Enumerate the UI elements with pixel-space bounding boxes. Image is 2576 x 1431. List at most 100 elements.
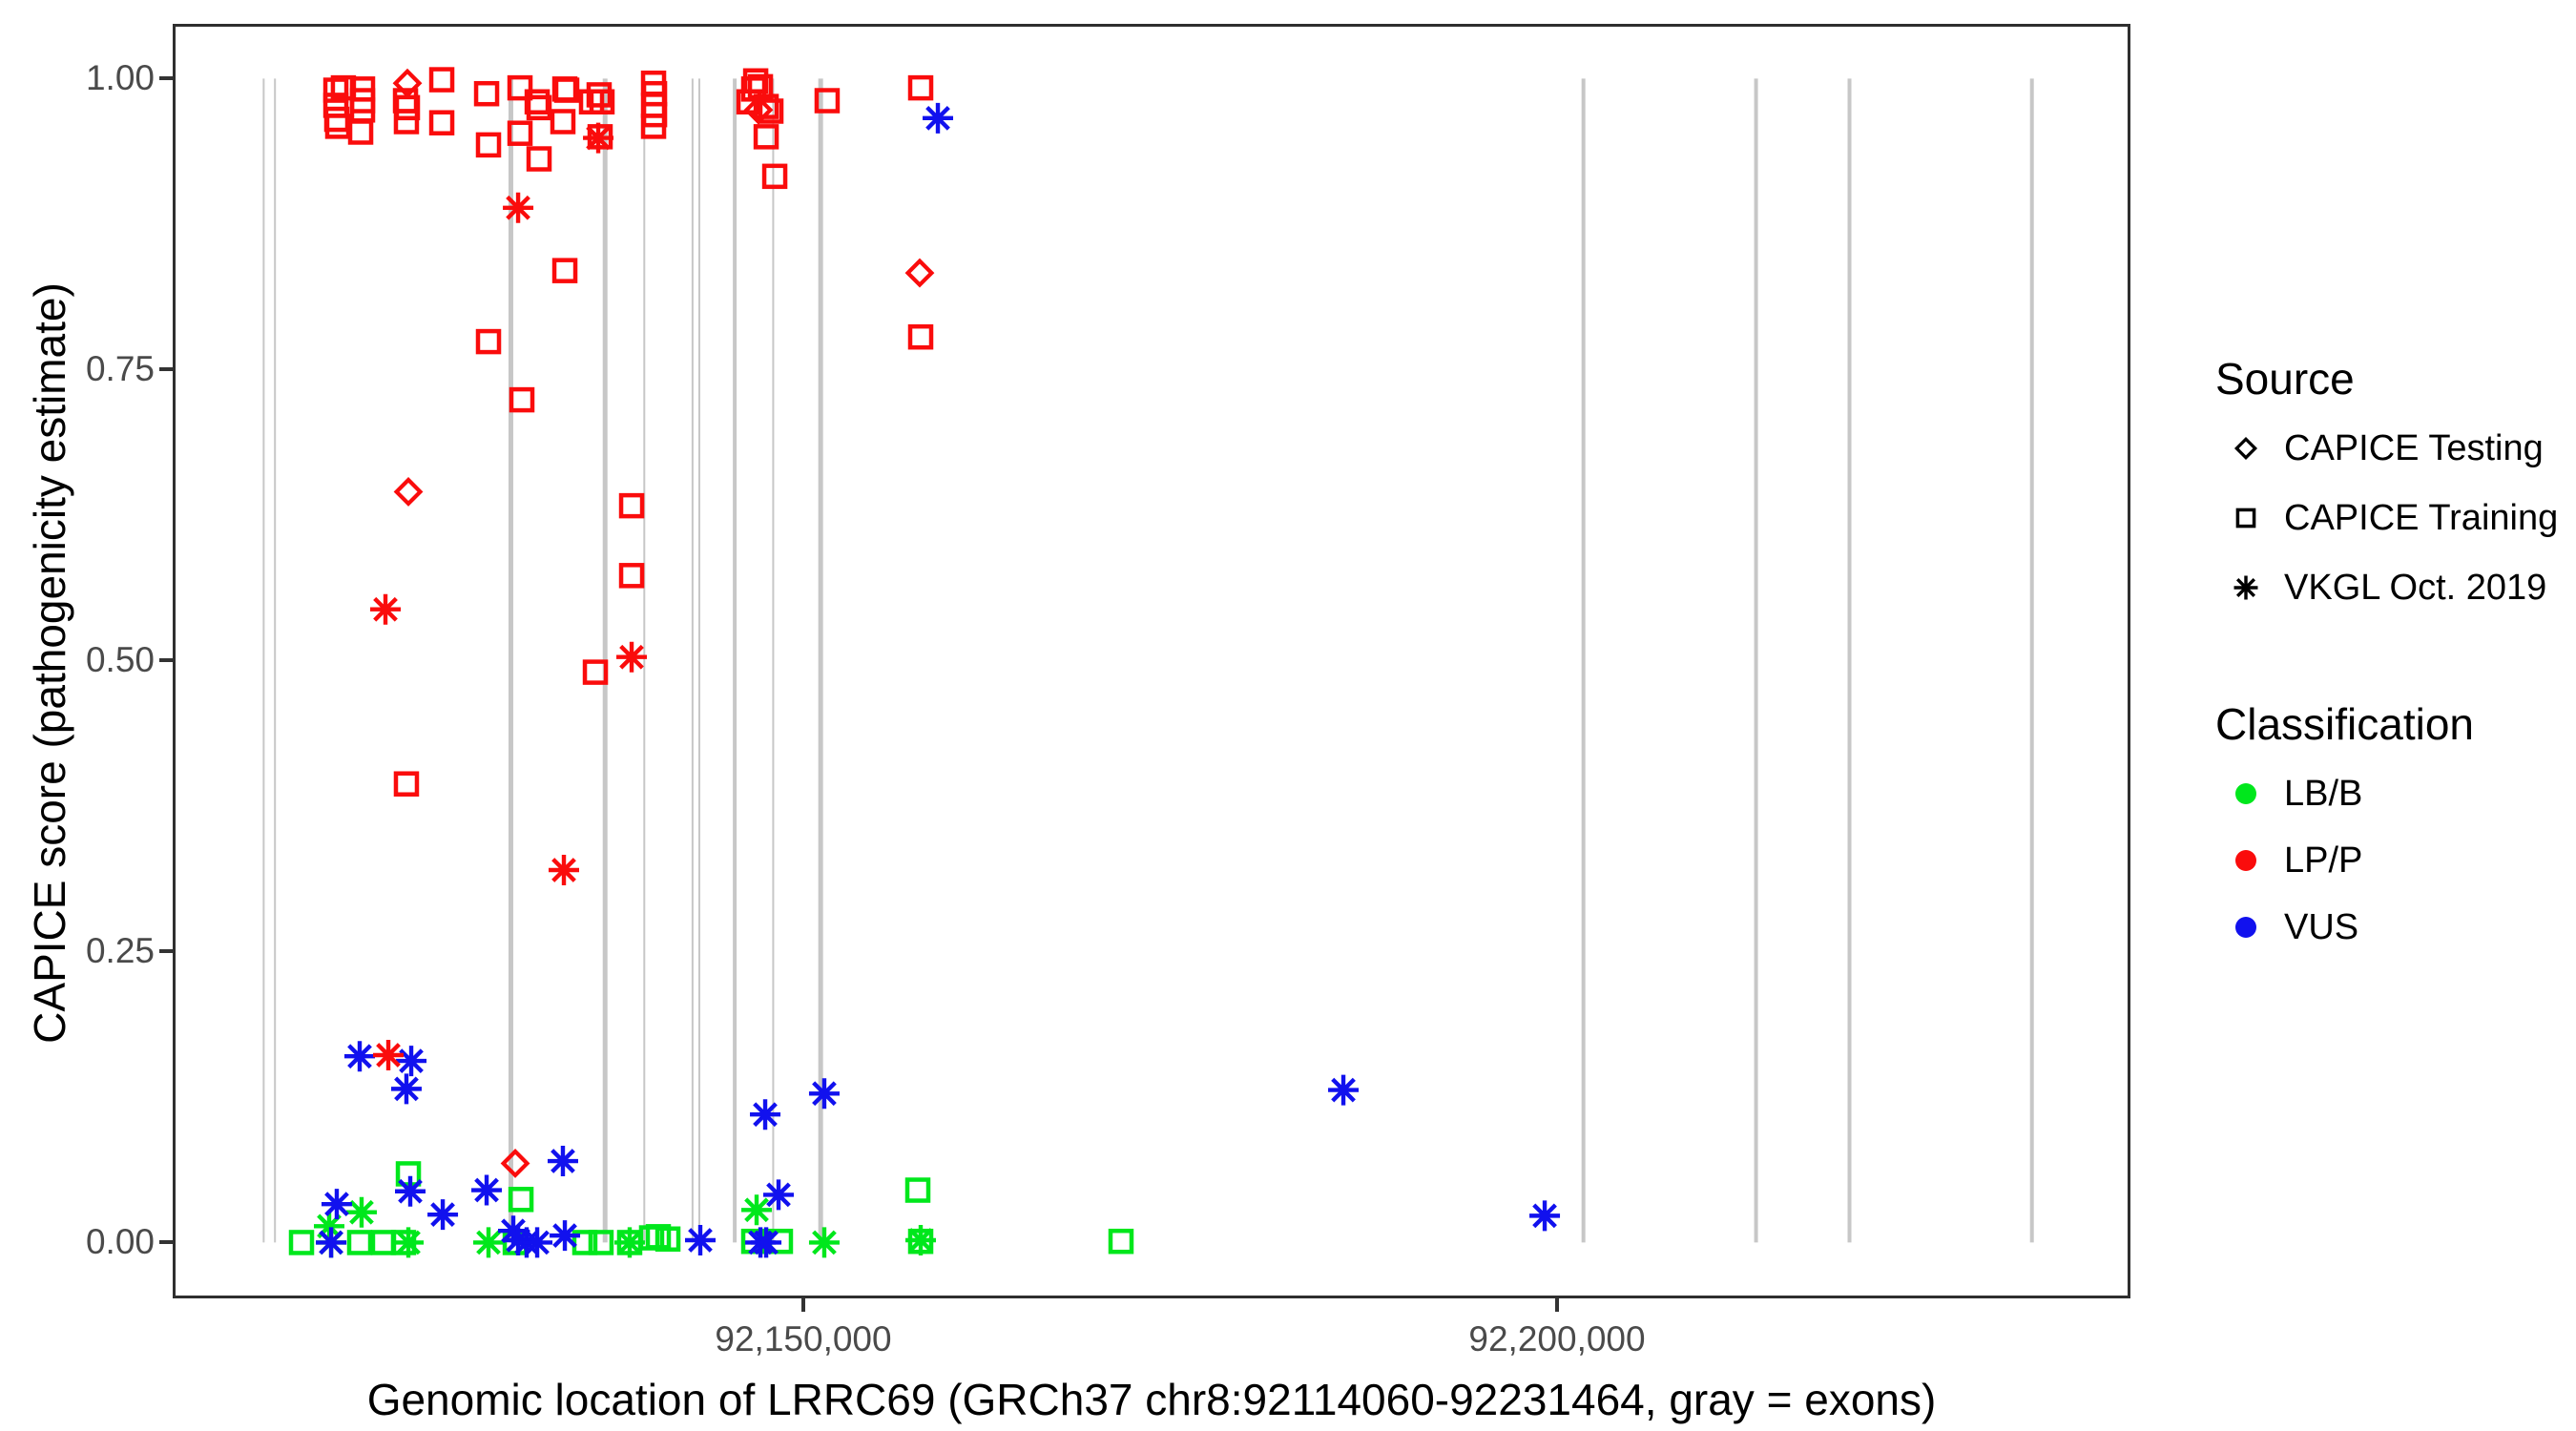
scatter-point: [588, 1230, 614, 1255]
color-dot-icon: [2235, 917, 2256, 938]
scatter-point: [507, 74, 533, 101]
y-tick-label: 0.50: [85, 640, 155, 680]
scatter-point: [507, 120, 533, 146]
y-tick-mark: [159, 76, 173, 81]
x-axis-title: Genomic location of LRRC69 (GRCh37 chr8:…: [366, 1375, 1937, 1424]
legend-item-label: LB/B: [2284, 773, 2363, 814]
scatter-point: [904, 258, 935, 288]
scatter-point: [526, 94, 552, 121]
scatter-point: [522, 1227, 553, 1258]
scatter-point: [498, 1215, 530, 1247]
scatter-point: [1108, 1228, 1134, 1255]
legend-source-title: Source: [2215, 354, 2355, 404]
legend-item-label: VUS: [2284, 906, 2359, 947]
y-tick-mark: [159, 367, 173, 372]
asterisk-icon: [2233, 575, 2258, 600]
scatter-point: [763, 1179, 795, 1211]
scatter-point: [392, 68, 423, 98]
scatter-point: [907, 74, 934, 101]
series-capice-testing-lp-p: [392, 68, 935, 1178]
scatter-point: [618, 563, 645, 589]
y-tick-mark: [159, 658, 173, 663]
scatter-point: [508, 1187, 534, 1213]
scatter-point: [526, 146, 552, 172]
scatter-point: [393, 771, 420, 797]
scatter-point: [395, 1175, 426, 1207]
x-tick-label: 92,200,000: [1468, 1319, 1646, 1358]
scatter-point: [428, 110, 455, 135]
y-tick-mark: [159, 949, 173, 954]
scatter-point: [750, 1099, 781, 1130]
scatter-point: [475, 328, 502, 355]
scatter-point: [640, 114, 667, 139]
scatter-point: [393, 477, 424, 507]
scatter-point: [613, 1227, 645, 1258]
scatter-point: [503, 192, 534, 223]
scatter-point: [370, 1230, 397, 1255]
scatter-point: [344, 1041, 376, 1072]
scatter-point: [808, 1227, 840, 1258]
legend-item-vus: VUS: [2215, 897, 2358, 958]
legend-item-lp-p: LP/P: [2215, 830, 2362, 891]
scatter-point: [905, 1225, 937, 1255]
scatter-point: [616, 641, 648, 673]
scatter-point: [428, 67, 455, 93]
scatter-point: [550, 1220, 581, 1252]
scatter-point: [473, 80, 500, 107]
scatter-point: [1328, 1074, 1360, 1106]
color-dot-icon: [2235, 783, 2256, 804]
scatter-plot-canvas: [262, 67, 2034, 1258]
square-icon: [2235, 508, 2256, 529]
legend-item-vkgl-oct-2019: VKGL Oct. 2019: [2215, 557, 2546, 618]
scatter-point: [743, 94, 774, 125]
scatter-point: [582, 659, 609, 685]
legend-item-capice-training: CAPICE Training: [2215, 487, 2558, 549]
scatter-point: [396, 1046, 427, 1077]
legend-item-label: CAPICE Training: [2284, 497, 2559, 538]
series-vkgl-oct-2019-lb-b: [314, 1194, 937, 1258]
scatter-point: [390, 1073, 422, 1105]
series-vkgl-oct-2019-vus: [316, 102, 1561, 1258]
x-tick-label: 92,150,000: [715, 1319, 892, 1358]
legend-item-lb-b: LB/B: [2215, 763, 2362, 824]
scatter-point: [509, 386, 535, 413]
scatter-point: [475, 132, 502, 158]
scatter-point: [685, 1225, 717, 1255]
scatter-point: [904, 1177, 931, 1203]
scatter-point: [758, 98, 784, 124]
scatter-point: [550, 109, 576, 135]
scatter-point: [323, 106, 350, 133]
scatter-point: [551, 258, 578, 283]
scatter-point: [589, 89, 615, 114]
y-tick-label: 1.00: [85, 58, 155, 98]
scatter-point: [321, 1189, 352, 1220]
scatter-point: [346, 1230, 373, 1255]
series-capice-training-lp-p: [322, 67, 934, 797]
scatter-point: [586, 82, 613, 108]
scatter-point: [347, 119, 374, 145]
scatter-point: [547, 1146, 578, 1177]
legend-item-label: CAPICE Testing: [2284, 427, 2544, 468]
y-tick-label: 0.75: [85, 349, 155, 389]
scatter-point: [583, 122, 614, 154]
scatter-point: [618, 492, 645, 519]
scatter-point: [753, 124, 779, 150]
scatter-point: [503, 1225, 534, 1255]
x-tick-mark: [1555, 1298, 1559, 1312]
scatter-point: [393, 1227, 425, 1258]
legend-classification-title: Classification: [2215, 699, 2474, 749]
scatter-point: [814, 88, 841, 114]
plot-panel: [173, 24, 2130, 1298]
y-tick-label: 0.25: [85, 931, 155, 971]
scatter-point: [324, 114, 351, 139]
y-tick-label: 0.00: [85, 1222, 155, 1262]
exon-lines: [262, 78, 2034, 1243]
scatter-point: [427, 1199, 459, 1231]
scatter-point: [288, 1230, 315, 1255]
scatter-point: [923, 102, 954, 134]
scatter-point: [370, 593, 402, 625]
series-vkgl-oct-2019-lp-p: [370, 122, 648, 1070]
scatter-point: [808, 1078, 840, 1110]
scatter-point: [907, 323, 934, 350]
